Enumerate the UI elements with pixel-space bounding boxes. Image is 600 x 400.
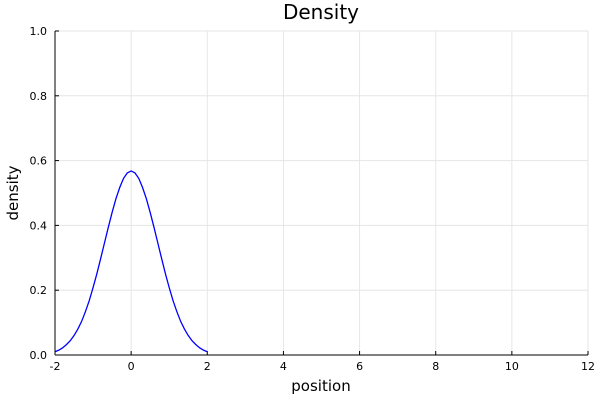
y-tick-label: 0.4 bbox=[30, 219, 48, 232]
axes: -2 0 2 4 6 8 10 12 0.0 0.2 0.4 0.6 0.8 1.0 bbox=[30, 25, 596, 373]
x-tick-label: 8 bbox=[432, 360, 439, 373]
x-tick-label: 12 bbox=[581, 360, 595, 373]
grid-lines bbox=[54, 30, 589, 356]
x-tick-label: -2 bbox=[50, 360, 61, 373]
x-tick-label: 4 bbox=[280, 360, 287, 373]
x-tick-label: 0 bbox=[128, 360, 135, 373]
x-axis-label: position bbox=[291, 377, 350, 395]
x-tick-label: 6 bbox=[356, 360, 363, 373]
x-tick-label: 10 bbox=[505, 360, 519, 373]
chart-title: Density bbox=[283, 0, 359, 24]
y-tick-label: 1.0 bbox=[30, 25, 48, 38]
series-layer bbox=[54, 170, 208, 353]
y-axis-label: density bbox=[4, 165, 22, 220]
x-tick-label: 2 bbox=[204, 360, 211, 373]
y-tick-label: 0.8 bbox=[30, 90, 48, 103]
y-tick-label: 0.2 bbox=[30, 284, 48, 297]
y-tick-label: 0.6 bbox=[30, 155, 48, 168]
density-series-line bbox=[54, 170, 208, 353]
y-tick-label: 0.0 bbox=[30, 349, 48, 362]
